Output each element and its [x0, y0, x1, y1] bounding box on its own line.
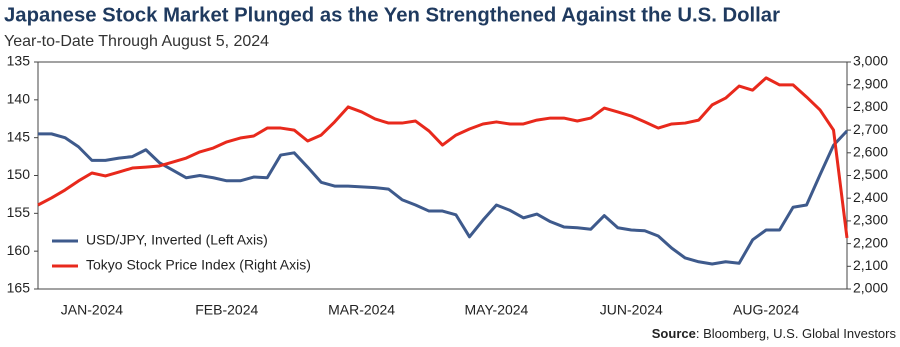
y2-tick-label: 2,900	[853, 75, 888, 91]
x-tick-label: FEB-2024	[195, 302, 258, 318]
legend-label: USD/JPY, Inverted (Left Axis)	[86, 232, 268, 248]
x-tick-label: MAR-2024	[328, 302, 395, 318]
y2-tick-label: 2,500	[853, 166, 888, 182]
y-tick-label: 165	[7, 280, 31, 296]
y-tick-label: 140	[7, 91, 31, 107]
y-tick-label: 150	[7, 166, 31, 182]
y-tick-label: 160	[7, 242, 31, 258]
series-line	[38, 129, 849, 266]
chart-title: Japanese Stock Market Plunged as the Yen…	[4, 4, 780, 26]
y-tick-label: 155	[7, 204, 31, 220]
source-label: Source	[652, 326, 696, 341]
y2-tick-label: 2,400	[853, 189, 888, 205]
y2-tick-label: 2,100	[853, 257, 888, 273]
y2-tick-label: 2,200	[853, 234, 888, 250]
y2-tick-label: 2,600	[853, 144, 888, 160]
x-tick-label: JAN-2024	[61, 302, 123, 318]
series-line	[37, 76, 849, 239]
chart-subtitle: Year-to-Date Through August 5, 2024	[4, 33, 269, 50]
y-tick-label: 145	[7, 128, 31, 144]
y2-tick-label: 2,800	[853, 98, 888, 114]
source: Source: Bloomberg, U.S. Global Investors	[652, 326, 897, 341]
source-text: : Bloomberg, U.S. Global Investors	[696, 326, 897, 341]
y-tick-label: 135	[7, 53, 31, 69]
x-tick-label: JUN-2024	[600, 302, 663, 318]
y2-tick-label: 2,300	[853, 212, 888, 228]
y2-tick-label: 2,700	[853, 121, 888, 137]
y2-tick-label: 3,000	[853, 53, 888, 69]
x-tick-label: AUG-2024	[733, 302, 799, 318]
y2-tick-label: 2,000	[853, 280, 888, 296]
plot-frame	[37, 61, 848, 290]
legend-label: Tokyo Stock Price Index (Right Axis)	[86, 257, 311, 273]
x-tick-label: MAY-2024	[465, 302, 529, 318]
